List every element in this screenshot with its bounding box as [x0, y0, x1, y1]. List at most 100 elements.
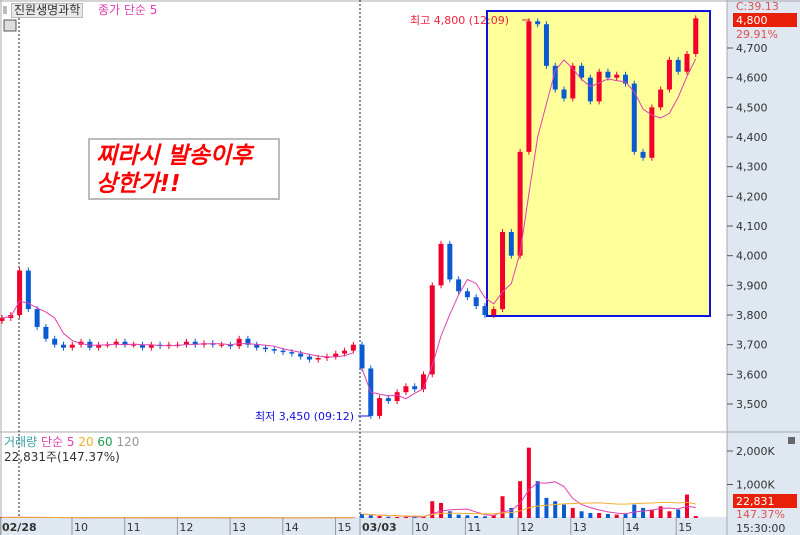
candle-body [192, 341, 198, 345]
volume-bar [667, 511, 672, 518]
candle-body [0, 317, 5, 321]
volume-bar [368, 515, 373, 518]
time-readout: 15:30:00 [736, 522, 785, 535]
price-tick-label: 4,100 [736, 220, 768, 233]
candle-body [377, 398, 383, 416]
change-percent: 29.91% [736, 28, 778, 41]
time-tick-label: 12 [179, 521, 193, 534]
candle-body [420, 374, 426, 390]
candle-body [25, 270, 31, 310]
candle-body [43, 326, 49, 339]
volume-bar [641, 507, 646, 518]
volume-legend[interactable]: 거래량 단순 5 20 60 120 [4, 436, 139, 449]
volume-bar [579, 511, 584, 518]
candle-body [482, 306, 488, 316]
ma-legend[interactable]: 종가 단순 5 [98, 3, 158, 17]
time-tick-label: 11 [127, 521, 141, 534]
candle-body [183, 341, 189, 345]
candle-body [500, 231, 506, 310]
candle-body [526, 21, 532, 152]
volume-bar [447, 511, 452, 518]
candle-body [122, 341, 128, 345]
handle-icon[interactable] [3, 6, 7, 14]
candle-body [508, 231, 514, 256]
ratio-label: C:39.13 [736, 0, 779, 13]
panel-menu-button[interactable] [788, 437, 795, 444]
candle-body [96, 344, 102, 348]
volume-bar [562, 504, 567, 518]
candle-body [236, 338, 242, 347]
low-annotation: 최저 3,450 (09:12) [255, 410, 354, 423]
time-tick-label: 12 [520, 521, 534, 534]
candle-body [87, 341, 93, 348]
volume-bar [693, 515, 698, 518]
volume-bar [570, 507, 575, 518]
volume-ma20: 20 [78, 435, 94, 449]
price-tick-label: 4,700 [736, 42, 768, 55]
candle-body [561, 89, 567, 99]
time-tick-label: 02/28 [2, 521, 37, 534]
volume-bar [614, 514, 619, 518]
volume-bar [658, 506, 663, 518]
candle-body [649, 107, 655, 158]
candle-body [69, 344, 75, 348]
candle-body [17, 270, 23, 316]
volume-ma5: 단순 5 [40, 435, 75, 449]
candle-body [473, 297, 479, 307]
candle-body [570, 65, 576, 99]
candle-body [666, 59, 672, 90]
highlight-box[interactable] [486, 10, 711, 317]
volume-bar [526, 447, 531, 518]
time-tick-label: 15 [338, 521, 352, 534]
candle-body [263, 347, 268, 350]
candle-body [605, 71, 611, 78]
volume-bar [360, 513, 364, 518]
candle-body [587, 77, 593, 102]
candle-body [456, 279, 462, 292]
price-tick-label: 4,500 [736, 101, 768, 114]
candle-body [464, 291, 470, 298]
volume-bar [377, 515, 382, 518]
volume-bar [412, 516, 417, 518]
candle-body [333, 353, 339, 357]
candle-body [394, 392, 400, 402]
candle-body [315, 358, 321, 360]
price-ma5-line [1, 300, 354, 358]
candle-body [684, 53, 690, 72]
candle-body [517, 151, 523, 256]
candle-body [52, 338, 58, 345]
volume-bar [553, 501, 558, 518]
candle-body [60, 344, 66, 348]
grid-icon[interactable] [3, 19, 17, 32]
volume-bar [518, 481, 523, 518]
candles [0, 15, 699, 419]
price-tick-label: 4,200 [736, 190, 768, 203]
volume-bar [649, 509, 654, 518]
volume-bar [474, 515, 479, 518]
price-tick-label: 3,500 [736, 398, 768, 411]
volume-ma120: 120 [116, 435, 140, 449]
time-tick-label: 15 [678, 521, 692, 534]
time-tick-label: 14 [285, 521, 299, 534]
candle-body [631, 83, 637, 152]
stock-name[interactable]: 진원생명과학 [11, 3, 84, 18]
volume-bar [588, 512, 593, 518]
volume-bar [597, 512, 602, 518]
price-tick-label: 3,800 [736, 309, 768, 322]
callout-line2: 상한가!! [96, 171, 181, 197]
volume-bar [500, 496, 505, 518]
candle-body [359, 344, 365, 369]
price-tick-label: 4,600 [736, 72, 768, 85]
candle-body [280, 350, 286, 353]
candle-body [254, 344, 260, 348]
volume-bar [465, 515, 470, 518]
time-axis-background [0, 517, 727, 535]
volume-bar [456, 514, 461, 518]
candle-body [675, 59, 681, 72]
current-volume-badge [733, 494, 797, 508]
candle-body [298, 353, 304, 357]
high-annotation: 최고 4,800 (12:09) [410, 14, 509, 27]
price-ma5-line [361, 58, 697, 400]
volume-ma5-line [361, 481, 696, 518]
